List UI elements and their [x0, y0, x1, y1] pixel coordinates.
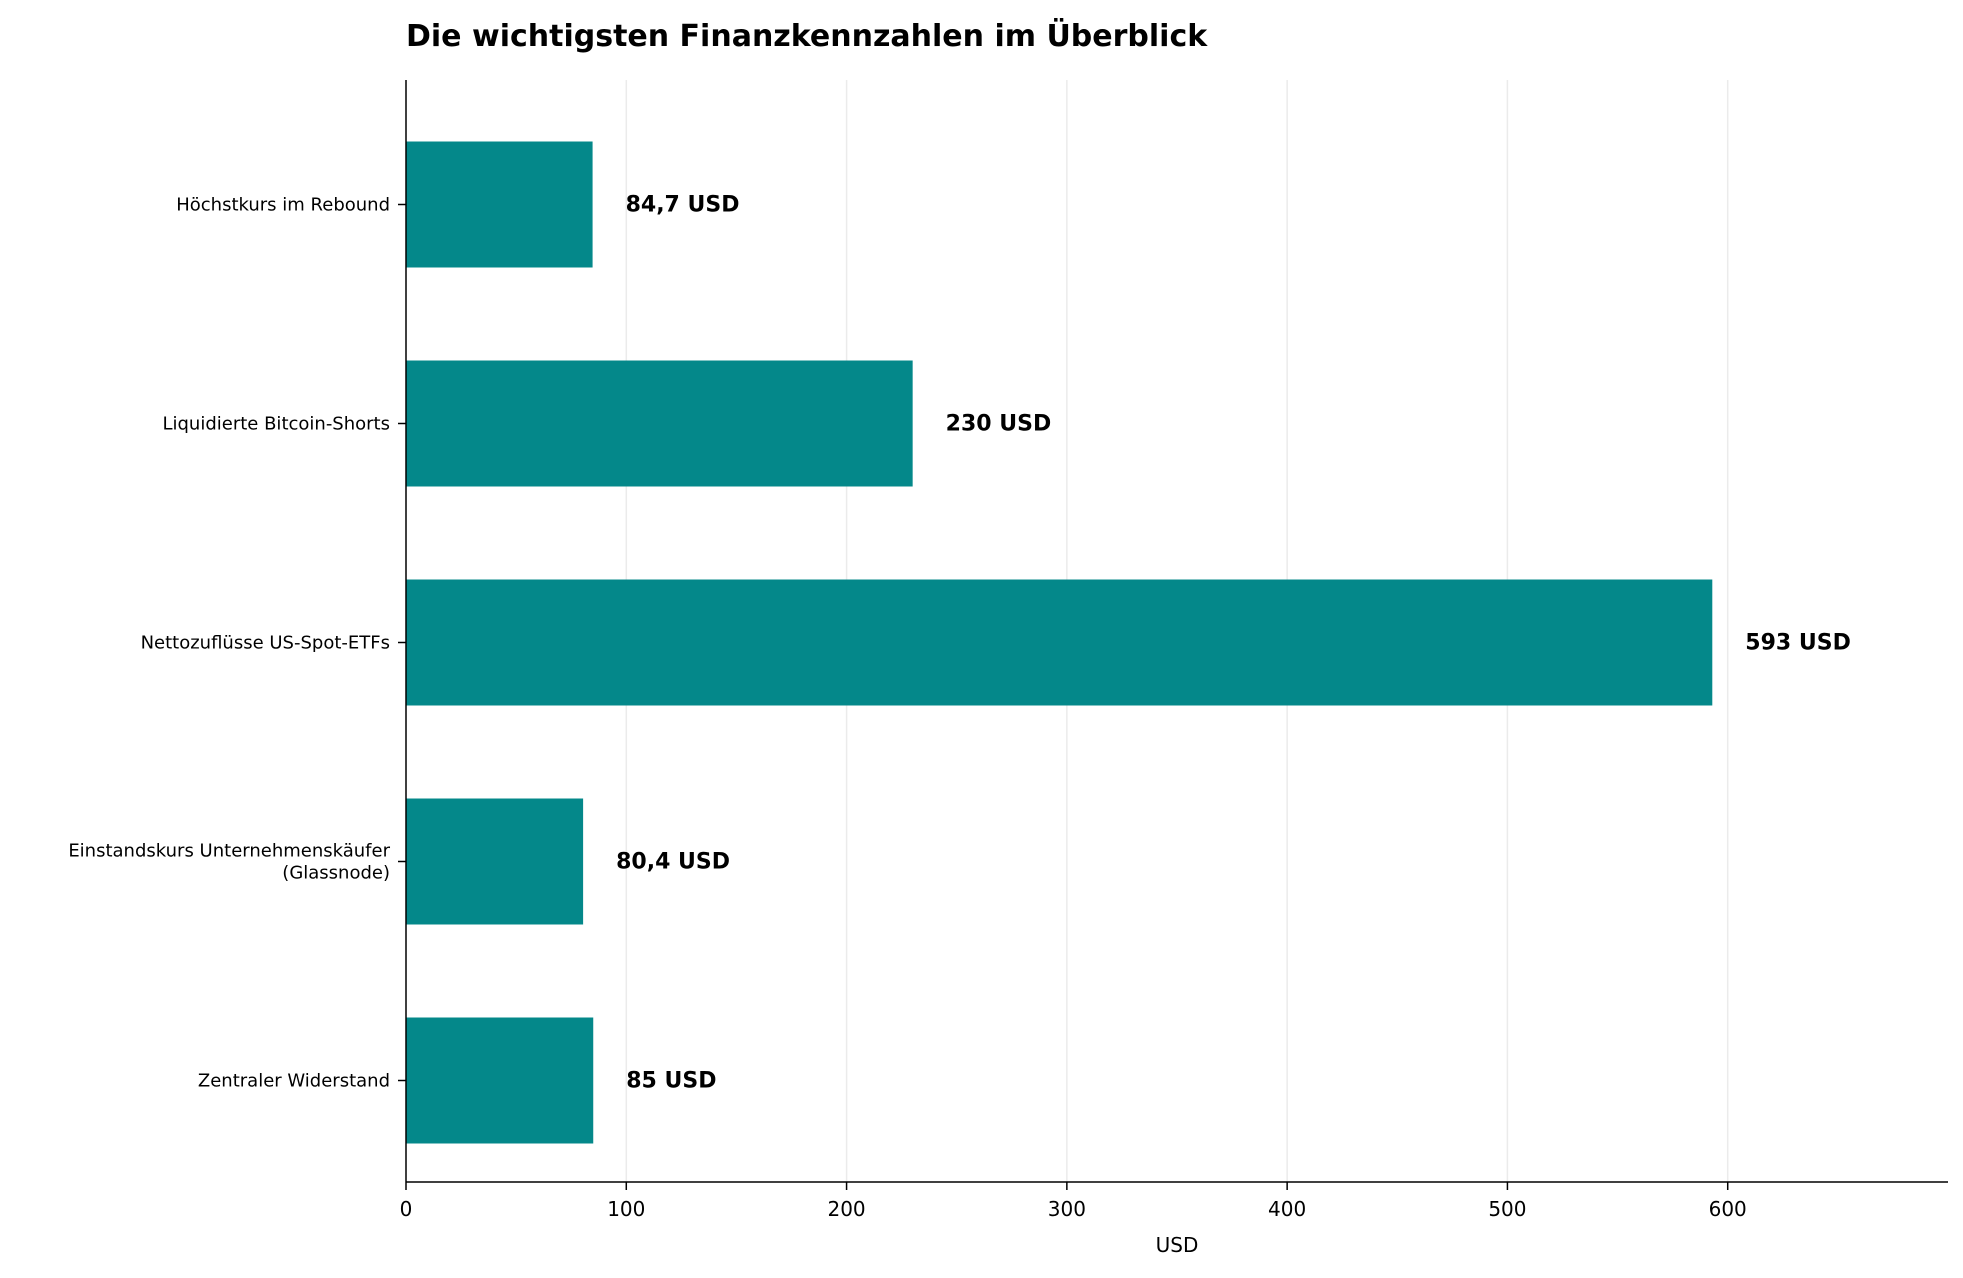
- value-label: 84,7 USD: [626, 193, 740, 218]
- bars: [406, 141, 1713, 1144]
- category-label: Zentraler Widerstand: [198, 1071, 390, 1092]
- x-tick-label: 200: [827, 1197, 865, 1221]
- value-label: 593 USD: [1745, 631, 1851, 656]
- x-tick-label: 300: [1048, 1197, 1086, 1221]
- value-label: 85 USD: [626, 1069, 716, 1094]
- labels: 0 100 200 300 400 500 600 Höchstkurs im Rebound…: [68, 193, 1851, 1222]
- bar: [406, 360, 913, 487]
- x-tick-label: 100: [607, 1197, 645, 1221]
- x-tick-label: 600: [1709, 1197, 1747, 1221]
- bar: [406, 798, 584, 925]
- category-label: Nettozuflüsse US-Spot-ETFs: [141, 633, 390, 654]
- bar: [406, 141, 593, 268]
- category-label: Höchstkurs im Rebound: [176, 195, 390, 216]
- category-label: (Glassnode): [282, 863, 390, 884]
- x-tick-label: 500: [1488, 1197, 1526, 1221]
- chart-title: Die wichtigsten Finanzkennzahlen im Über…: [406, 17, 1208, 54]
- value-label: 80,4 USD: [616, 850, 730, 875]
- category-label: Liquidierte Bitcoin-Shorts: [162, 414, 390, 435]
- x-tick-label: 400: [1268, 1197, 1306, 1221]
- category-label: Einstandskurs Unternehmenskäufer: [68, 841, 390, 862]
- value-label: 230 USD: [946, 412, 1052, 437]
- axes: [398, 80, 1948, 1190]
- bar: [406, 579, 1713, 706]
- bar: [406, 1017, 594, 1144]
- x-tick-label: 0: [400, 1197, 413, 1221]
- x-axis-label: USD: [1156, 1233, 1199, 1257]
